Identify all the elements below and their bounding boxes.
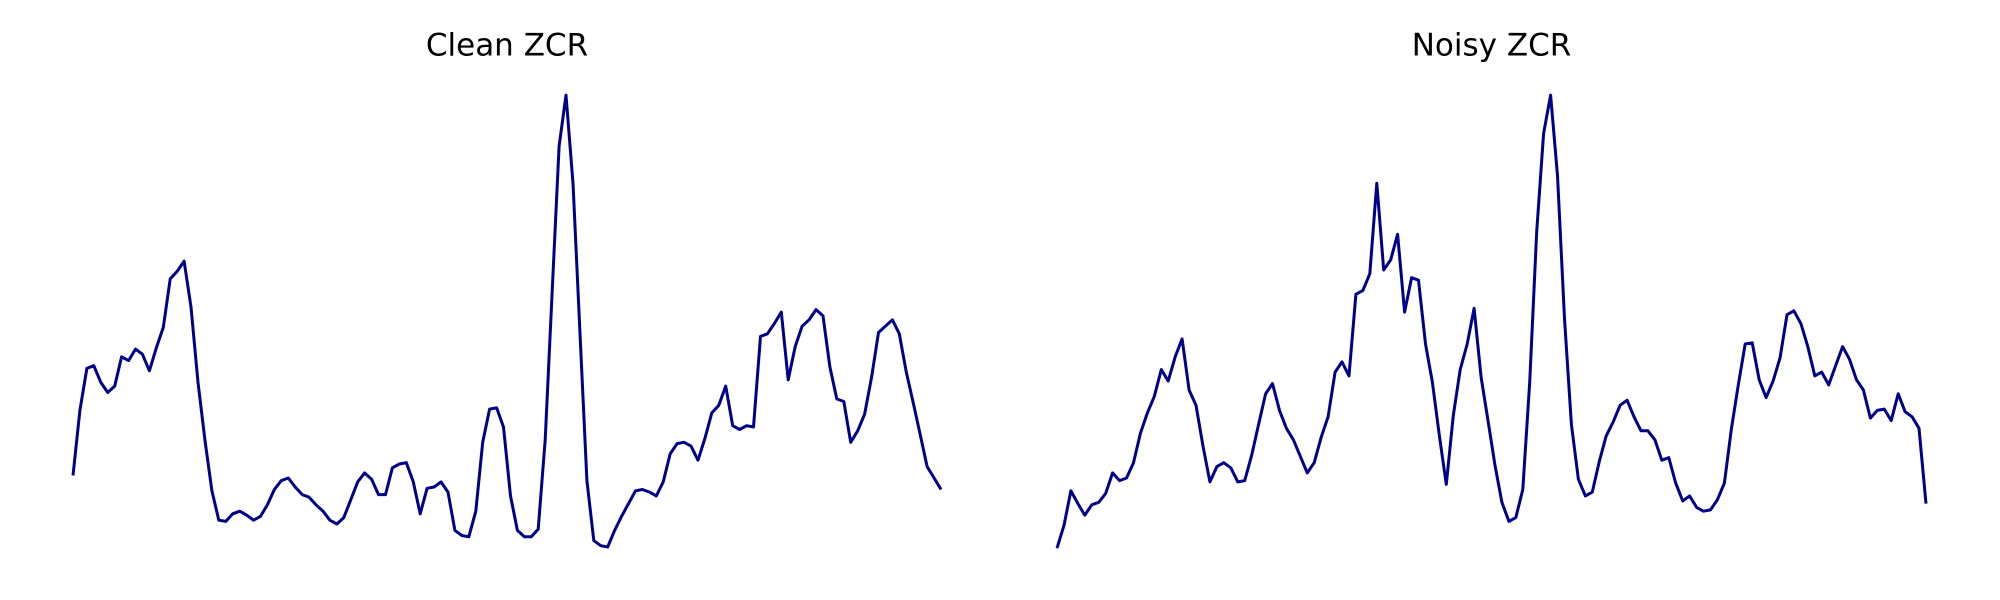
chart-title: Clean ZCR xyxy=(426,28,588,64)
series-line xyxy=(71,93,943,549)
chart-title: Noisy ZCR xyxy=(1412,28,1572,64)
series-line xyxy=(1055,93,1928,549)
